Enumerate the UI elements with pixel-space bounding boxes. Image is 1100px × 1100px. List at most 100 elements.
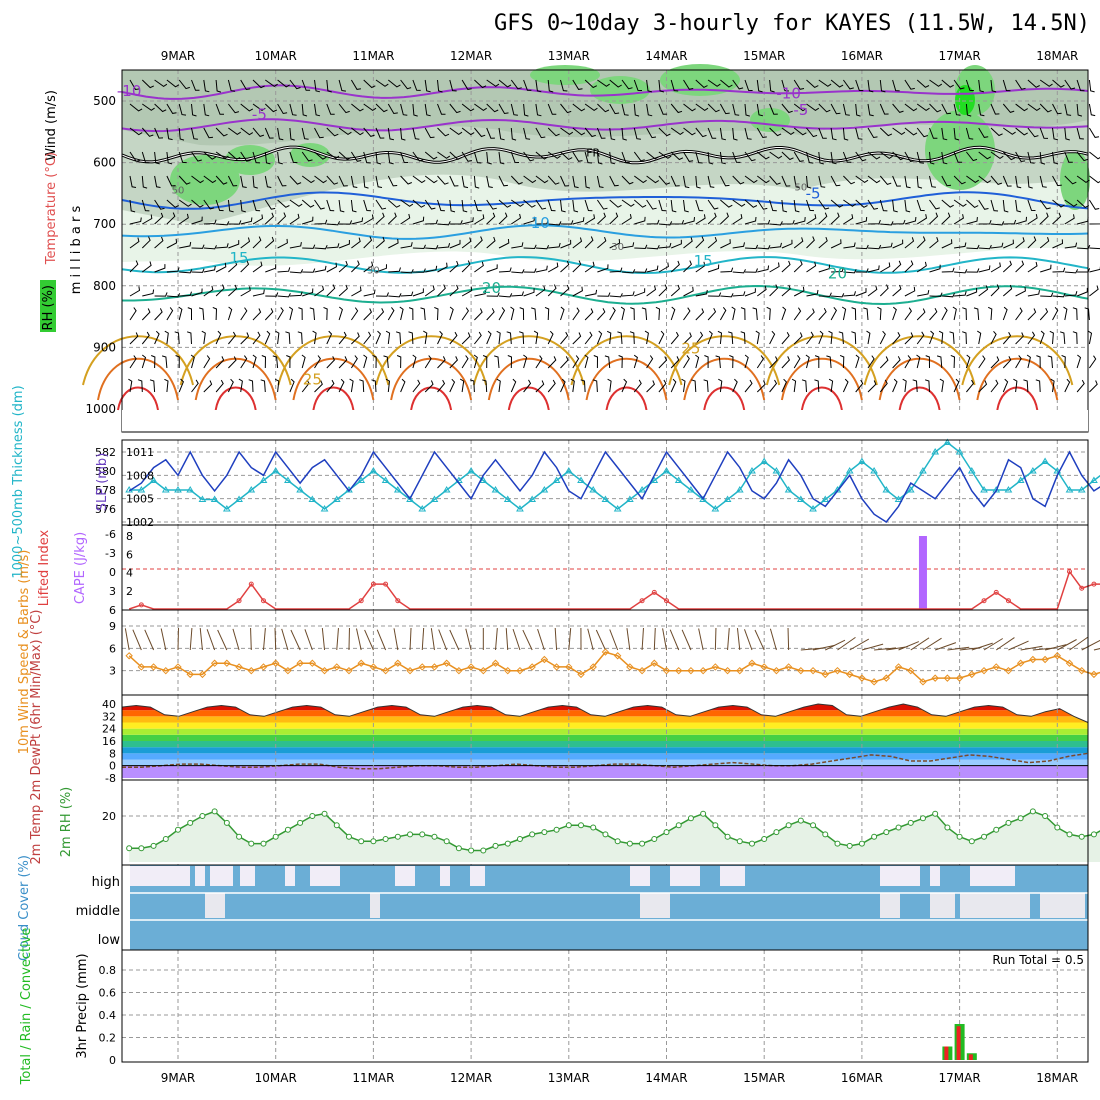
wind-barb (523, 199, 536, 208)
wind-barb (523, 244, 537, 250)
wind-barb (228, 220, 242, 225)
wind-barb (892, 331, 901, 345)
wind-barb (1027, 127, 1039, 138)
wind-barb (965, 103, 972, 117)
wind-barb (867, 244, 882, 250)
wind-barb (597, 212, 606, 225)
wind-barb (129, 286, 141, 297)
cloud-high-gap (310, 866, 340, 886)
wind-barb (164, 378, 169, 393)
li-marker (358, 598, 364, 604)
wind-barb (793, 286, 805, 297)
wind-barb (880, 221, 894, 226)
temp-contour-25 (277, 335, 390, 386)
rh2m-marker (724, 833, 731, 840)
wind10-barb (199, 628, 203, 651)
wind-barb (252, 103, 266, 112)
wind-barb (818, 175, 826, 188)
wind-barb (437, 103, 446, 115)
wind10-marker (980, 666, 988, 675)
wind-barb (953, 175, 966, 185)
wind-barb (424, 175, 438, 184)
wind-barb (818, 199, 830, 210)
thickness-marker (161, 486, 170, 493)
wind10-marker (235, 663, 243, 671)
wind10-marker (1065, 659, 1074, 667)
wind-barb (818, 127, 827, 139)
wind10-barb (947, 646, 970, 651)
wind-barb (695, 127, 707, 138)
wind-barb (879, 356, 889, 369)
wind-barb (584, 214, 596, 225)
wind-barb (855, 151, 867, 162)
wind-barb (486, 292, 500, 297)
thickness-marker (552, 476, 561, 483)
wind10-barb (206, 629, 216, 651)
wind-barb (917, 289, 930, 297)
wind-barb (707, 212, 717, 225)
wind-barb (449, 239, 461, 249)
wind10-tick: 6 (109, 642, 116, 655)
wind-barb (203, 219, 217, 225)
rh-moist-region (170, 155, 240, 205)
li-marker (1005, 598, 1011, 604)
wind-barb (621, 291, 635, 297)
wind-barb (547, 356, 557, 369)
wind-barb (510, 306, 515, 321)
thickness-marker (284, 476, 292, 483)
wind-barb (1088, 103, 1096, 117)
wind10-marker (907, 666, 915, 675)
thickness-marker (528, 495, 537, 502)
wind-barb (1039, 330, 1045, 345)
wind-barb (609, 103, 620, 115)
thickness-marker (186, 486, 195, 493)
wind-barb (424, 151, 438, 160)
wind-barb (309, 307, 315, 321)
wind-barb (769, 79, 775, 93)
wind-barb (261, 355, 267, 369)
rh2m-marker (1005, 819, 1012, 826)
wind-barb (560, 220, 574, 225)
wind-barb (191, 288, 203, 297)
wind10-marker (174, 663, 182, 671)
wind-barb (351, 332, 360, 345)
wind-barb (424, 380, 434, 393)
wind-barb (547, 330, 554, 345)
wind-barb (191, 175, 204, 184)
rh-legend-swatch (40, 280, 56, 332)
cloud-high-gap (395, 866, 415, 886)
wind10-barb (336, 628, 339, 651)
wind-barb (990, 379, 999, 393)
wind-barb (286, 355, 291, 369)
wind-barb (752, 307, 758, 321)
rh2m-marker (663, 829, 670, 836)
wind-barb (277, 238, 288, 249)
upper-air-surface-gap (122, 410, 1088, 432)
wind-barb (572, 151, 583, 162)
temp-tick: 16 (102, 735, 116, 748)
wind-barb (828, 378, 834, 393)
wind-barb (740, 307, 746, 321)
wind10-marker (296, 659, 304, 667)
wind-barb (916, 331, 925, 345)
thickness-marker (858, 457, 866, 464)
rh2m-marker (1078, 833, 1085, 840)
wind10-barb (825, 639, 846, 651)
wind-barb (326, 221, 341, 226)
slp-tick: 1002 (126, 516, 154, 529)
temp-contour-label: -5 (806, 184, 821, 202)
temp-contour-label: 25 (303, 370, 322, 388)
cape-tick: 6 (126, 548, 133, 561)
wind-barb (978, 79, 985, 93)
wind-barb (1027, 213, 1038, 225)
wind10-marker (931, 674, 939, 682)
wind-barb (646, 285, 657, 297)
wind-barb (1052, 199, 1065, 208)
wind-barb (855, 379, 864, 393)
wind-barb (547, 199, 556, 212)
wind-barb (757, 244, 771, 250)
wind-barb (990, 262, 1001, 273)
wind-barb (129, 199, 136, 213)
wind-barb (1089, 175, 1100, 184)
